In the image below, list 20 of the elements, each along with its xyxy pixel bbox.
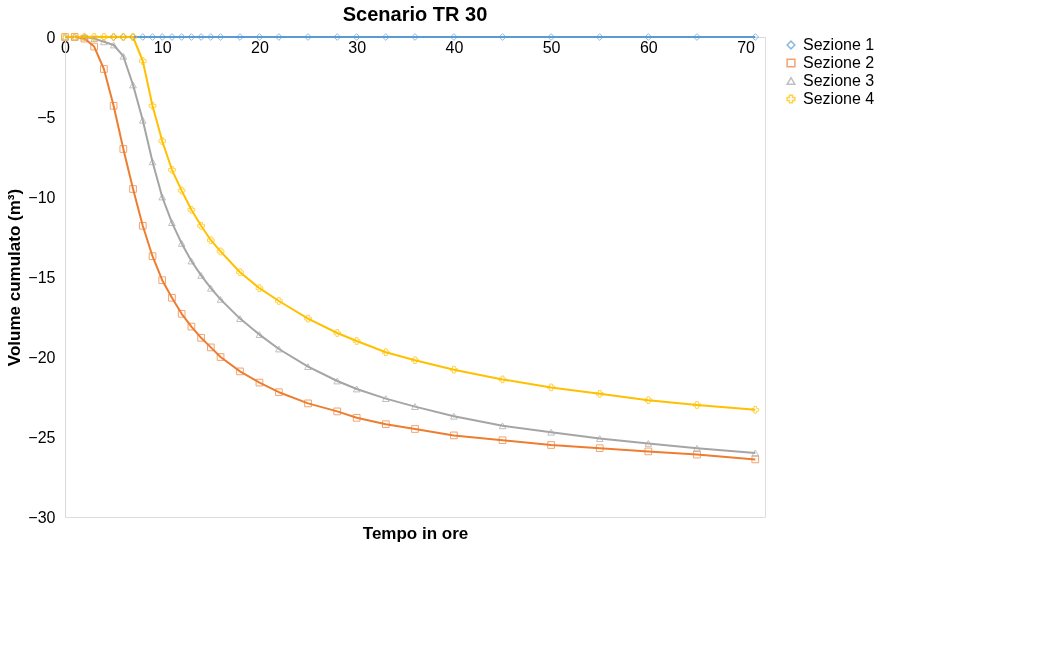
y-tick-label: −10	[28, 188, 56, 206]
y-tick-label: −30	[28, 508, 56, 526]
legend-label: Sezione 1	[803, 36, 875, 53]
x-tick-label: 50	[542, 38, 561, 56]
y-tick-label: −5	[37, 108, 56, 126]
y-axis-title: Volume cumulato (m³)	[5, 188, 25, 367]
x-tick-label: 40	[445, 38, 464, 56]
x-tick-label: 70	[737, 38, 756, 56]
x-axis-title: Tempo in ore	[362, 523, 469, 543]
y-tick-label: −20	[28, 348, 56, 366]
legend-label: Sezione 3	[803, 72, 875, 89]
x-tick-label: 10	[153, 38, 172, 56]
y-tick-label: −25	[28, 428, 56, 446]
x-tick-label: 20	[251, 38, 269, 56]
x-tick-label: 30	[348, 38, 367, 56]
legend-label: Sezione 2	[803, 54, 875, 71]
x-tick-label: 60	[639, 38, 658, 56]
chart-title: Scenario TR 30	[342, 3, 488, 25]
legend-label: Sezione 4	[803, 90, 875, 107]
y-tick-label: −15	[28, 268, 56, 286]
